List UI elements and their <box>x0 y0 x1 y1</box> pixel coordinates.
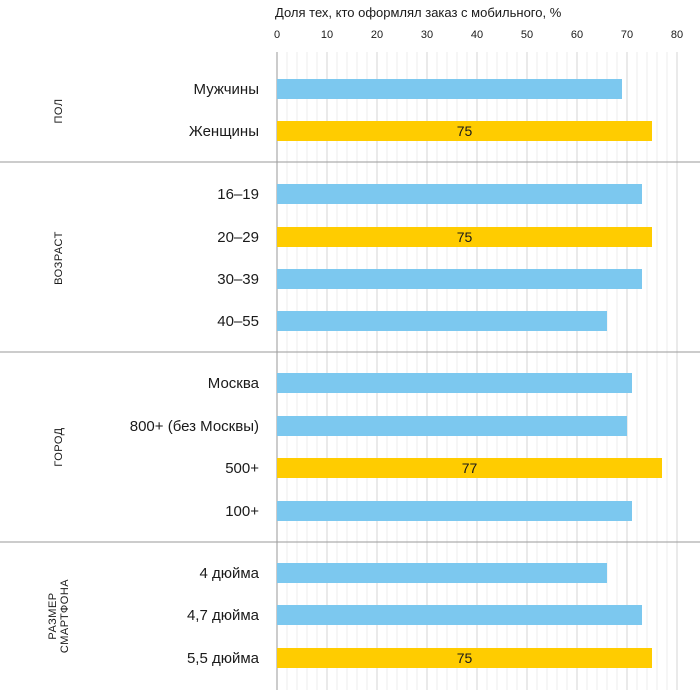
x-tick-label: 60 <box>571 29 583 41</box>
category-label: 4,7 дюйма <box>187 607 260 624</box>
category-label: Москва <box>208 375 260 392</box>
bar <box>277 121 652 141</box>
x-tick-label: 50 <box>521 29 533 41</box>
data-label: 75 <box>457 650 473 666</box>
category-label: 30–39 <box>217 271 259 288</box>
group-label: СМАРТФОНА <box>59 579 71 653</box>
group-label: ПОЛ <box>53 98 65 123</box>
x-tick-label: 70 <box>621 29 633 41</box>
grid-layer <box>276 52 678 690</box>
x-tick-label: 80 <box>671 29 683 41</box>
bar <box>277 79 622 99</box>
x-axis-ticks: 0 10 20 30 40 50 60 70 80 <box>274 29 683 41</box>
bar <box>277 648 652 668</box>
group-labels: ПОЛ ВОЗРАСТ ГОРОД РАЗМЕР СМАРТФОНА <box>47 98 71 653</box>
category-label: 5,5 дюйма <box>187 650 260 667</box>
bar <box>277 563 607 583</box>
x-tick-label: 10 <box>321 29 333 41</box>
category-label: 100+ <box>225 503 259 520</box>
bar <box>277 501 632 521</box>
category-label: 16–19 <box>217 186 259 203</box>
x-tick-label: 20 <box>371 29 383 41</box>
category-label: 4 дюйма <box>199 565 259 582</box>
bar <box>277 605 642 625</box>
group-separators <box>0 161 700 543</box>
x-tick-label: 30 <box>421 29 433 41</box>
bars: 75 75 77 75 <box>277 79 662 668</box>
bar <box>277 416 627 436</box>
bar <box>277 269 642 289</box>
x-tick-label: 40 <box>471 29 483 41</box>
group-label: ВОЗРАСТ <box>53 231 65 285</box>
bar <box>277 184 642 204</box>
category-label: 500+ <box>225 460 259 477</box>
bar <box>277 458 662 478</box>
group-label: РАЗМЕР <box>47 592 59 639</box>
bar <box>277 373 632 393</box>
data-label: 75 <box>457 229 473 245</box>
group-label: ГОРОД <box>53 427 65 466</box>
bar <box>277 311 607 331</box>
category-label: 800+ (без Москвы) <box>130 418 259 435</box>
category-label: Женщины <box>189 123 259 140</box>
category-label: Мужчины <box>194 81 259 98</box>
category-labels: Мужчины Женщины 16–19 20–29 30–39 40–55 Москва… <box>130 81 260 667</box>
x-tick-label: 0 <box>274 29 280 41</box>
bar <box>277 227 652 247</box>
data-label: 75 <box>457 123 473 139</box>
chart-title: Доля тех, кто оформлял заказ с мобильног… <box>275 5 562 20</box>
category-label: 40–55 <box>217 313 259 330</box>
category-label: 20–29 <box>217 229 259 246</box>
data-label: 77 <box>462 460 478 476</box>
